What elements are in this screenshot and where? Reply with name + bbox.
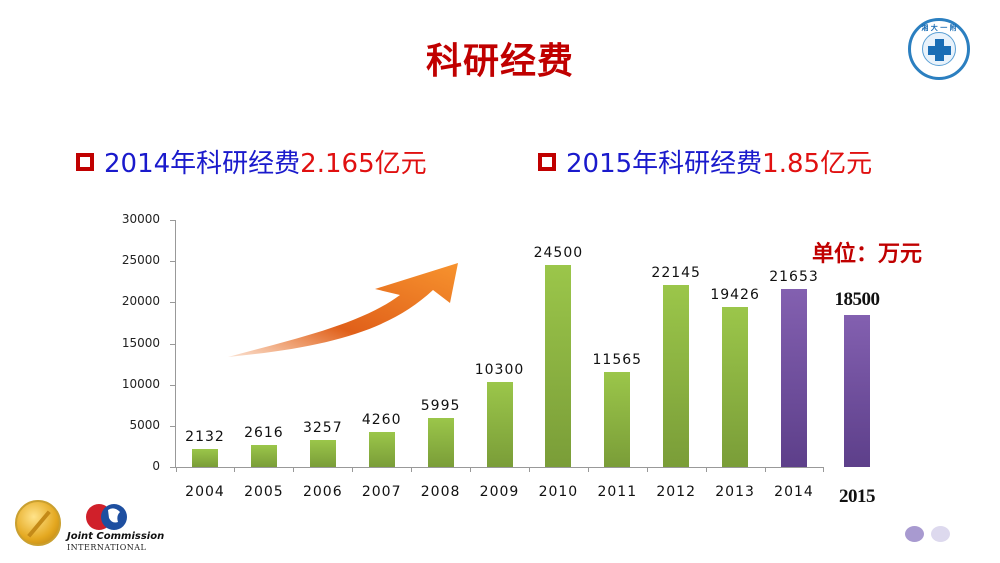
value-label-2008: 5995 <box>420 397 461 414</box>
x-label-2007: 2007 <box>361 484 402 500</box>
value-label-2014: 21653 <box>769 268 819 285</box>
value-label-2006: 3257 <box>302 420 343 437</box>
bullet-2014-text: 2014年科研经费 <box>104 149 301 179</box>
bar-2011[interactable] <box>604 371 631 467</box>
y-tick-label: 5000 <box>129 417 160 432</box>
pagination-dot[interactable] <box>931 526 950 542</box>
trend-arrow-icon <box>228 263 458 357</box>
x-tick-mark <box>470 467 472 472</box>
x-label-2015: 2015 <box>839 486 876 507</box>
jci-globe-icon <box>86 504 127 530</box>
bar-2006[interactable] <box>309 440 336 467</box>
bar-2015[interactable] <box>844 314 870 467</box>
x-label-2012: 2012 <box>656 484 696 500</box>
jci-gold-seal-icon <box>15 500 61 546</box>
y-tick-label: 20000 <box>121 294 160 309</box>
bar-2013[interactable] <box>722 307 749 467</box>
x-axis <box>175 467 823 468</box>
pagination-dot-active[interactable] <box>905 526 924 542</box>
bar-2014[interactable] <box>781 288 807 467</box>
x-tick-mark <box>352 467 354 472</box>
x-tick-mark <box>646 467 648 472</box>
jci-name-line2: INTERNATIONAL <box>67 543 147 552</box>
value-label-2004: 2132 <box>185 429 225 446</box>
value-label-2011: 11565 <box>592 351 643 368</box>
x-tick-mark <box>528 467 530 472</box>
x-tick-mark <box>705 467 707 472</box>
bar-2007[interactable] <box>368 431 395 467</box>
y-tick-label: 15000 <box>121 335 160 350</box>
cross-icon-bar <box>928 46 951 55</box>
x-tick-mark <box>587 467 589 472</box>
y-tick-mark <box>170 302 176 304</box>
x-tick-mark <box>823 467 825 472</box>
bar-2004[interactable] <box>192 449 218 467</box>
bar-2009[interactable] <box>486 382 513 467</box>
bullet-2015-text: 2015年科研经费 <box>566 149 763 179</box>
bullet-2014: 2014年科研经费 2.165亿元 <box>76 143 427 180</box>
value-label-2007: 4260 <box>361 411 402 428</box>
bar-2008[interactable] <box>427 417 454 467</box>
hospital-logo: 湘 大 一 附 <box>908 18 970 80</box>
slide-title: 科研经费 <box>425 41 574 82</box>
bar-2012[interactable] <box>663 284 690 467</box>
x-label-2006: 2006 <box>302 484 343 500</box>
value-label-2012: 22145 <box>651 264 701 281</box>
y-tick-mark <box>170 343 176 345</box>
y-tick-label: 10000 <box>121 376 160 391</box>
x-tick-mark <box>764 467 766 472</box>
y-tick-mark <box>170 467 176 468</box>
unit-label: 单位：万元 <box>812 242 923 267</box>
bar-2010[interactable] <box>545 265 572 467</box>
logo-ring-text: 湘 大 一 附 <box>921 24 957 32</box>
y-tick-mark <box>170 261 176 263</box>
x-label-2011: 2011 <box>597 484 638 500</box>
y-tick-label: 25000 <box>121 253 160 268</box>
bar-2005[interactable] <box>250 445 277 467</box>
bullet-square-icon <box>538 152 556 171</box>
x-tick-mark <box>411 467 413 472</box>
bullet-2015: 2015年科研经费 1.85亿元 <box>538 143 872 180</box>
x-label-2008: 2008 <box>420 484 461 500</box>
bullet-square-icon <box>76 152 94 171</box>
bullet-2014-value: 2.165亿元 <box>300 149 427 179</box>
y-tick-label: 0 <box>152 459 160 473</box>
y-tick-label: 30000 <box>121 212 160 226</box>
y-tick-mark <box>170 425 176 427</box>
x-label-2004: 2004 <box>185 484 225 500</box>
x-label-2014: 2014 <box>774 484 814 500</box>
x-tick-mark <box>175 467 177 472</box>
value-label-2005: 2616 <box>244 425 284 442</box>
value-label-2010: 24500 <box>533 245 584 262</box>
x-tick-mark <box>293 467 295 472</box>
value-label-2015: 18500 <box>834 288 881 310</box>
y-tick-mark <box>170 220 176 221</box>
y-tick-mark <box>170 384 176 386</box>
x-label-2013: 2013 <box>715 484 755 500</box>
x-tick-mark <box>234 467 236 472</box>
x-label-2009: 2009 <box>479 484 520 500</box>
value-label-2009: 10300 <box>474 362 525 379</box>
bullet-2015-value: 1.85亿元 <box>762 149 873 179</box>
x-label-2005: 2005 <box>244 484 284 500</box>
value-label-2013: 19426 <box>710 287 760 304</box>
x-label-2010: 2010 <box>538 484 579 500</box>
jci-name-line1: Joint Commission <box>67 531 165 542</box>
